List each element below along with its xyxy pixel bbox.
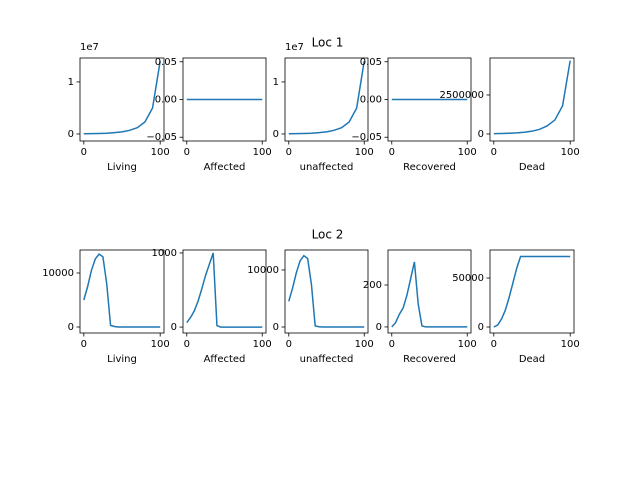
subplot-title: Loc 1 <box>312 36 344 50</box>
x-axis-label: Dead <box>519 162 545 173</box>
x-tick-label: 0 <box>286 147 292 158</box>
y-tick-label: 0 <box>478 322 484 333</box>
y-tick-label: 50000 <box>452 273 484 284</box>
x-tick-label: 0 <box>286 339 292 350</box>
y-tick-label: 0.05 <box>155 57 177 68</box>
y-tick-label: 0.00 <box>360 95 382 106</box>
y-tick-label: 0 <box>273 129 279 140</box>
y-tick-label: 2500000 <box>439 90 484 101</box>
data-line <box>493 60 571 135</box>
x-tick-label: 100 <box>355 339 374 350</box>
x-tick-label: 100 <box>561 147 580 158</box>
y-tick-label: 0 <box>273 322 279 333</box>
data-line <box>288 61 365 135</box>
x-tick-label: 100 <box>253 147 272 158</box>
x-tick-label: 0 <box>491 147 497 158</box>
data-line <box>391 261 468 328</box>
y-tick-label: 200 <box>363 280 382 291</box>
offset-label: 1e7 <box>285 42 304 53</box>
axes-frame <box>182 249 267 334</box>
x-tick-label: 0 <box>491 339 497 350</box>
data-line <box>288 254 365 328</box>
axes-frame <box>489 57 575 142</box>
x-tick-label: 0 <box>81 339 87 350</box>
x-tick-label: 0 <box>184 147 190 158</box>
x-tick-label: 100 <box>151 339 170 350</box>
y-tick-label: −0.05 <box>146 132 177 143</box>
data-line <box>493 255 571 328</box>
x-tick-label: 0 <box>389 339 395 350</box>
x-tick-label: 0 <box>81 147 87 158</box>
x-axis-label: Living <box>107 162 137 173</box>
y-tick-label: 1 <box>273 77 279 88</box>
y-tick-label: 0 <box>68 129 74 140</box>
y-tick-label: 10000 <box>42 268 74 279</box>
y-tick-label: 0 <box>68 322 74 333</box>
axes-frame <box>79 57 165 142</box>
y-tick-label: −0.05 <box>351 132 382 143</box>
y-tick-label: 0.00 <box>155 95 177 106</box>
x-axis-label: Affected <box>204 162 246 173</box>
x-tick-label: 100 <box>355 147 374 158</box>
x-axis-label: Recovered <box>403 354 456 365</box>
axes-frame <box>284 57 369 142</box>
y-tick-label: 1 <box>68 77 74 88</box>
x-axis-label: Recovered <box>403 162 456 173</box>
axes-frame <box>489 249 575 334</box>
x-tick-label: 100 <box>458 339 477 350</box>
x-axis-label: Affected <box>204 354 246 365</box>
x-tick-label: 0 <box>389 147 395 158</box>
y-tick-label: 0 <box>478 129 484 140</box>
y-tick-label: 0.05 <box>360 57 382 68</box>
data-line <box>83 60 161 135</box>
x-tick-label: 100 <box>253 339 272 350</box>
y-tick-label: 10000 <box>247 265 279 276</box>
axes-frame <box>387 249 472 334</box>
subplot-title: Loc 2 <box>312 228 344 242</box>
data-line <box>83 253 161 328</box>
offset-label: 1e7 <box>80 42 99 53</box>
x-tick-label: 100 <box>561 339 580 350</box>
x-axis-label: Living <box>107 354 137 365</box>
data-line <box>186 252 263 328</box>
y-tick-label: 0 <box>171 322 177 333</box>
x-tick-label: 100 <box>458 147 477 158</box>
x-axis-label: unaffected <box>300 354 354 365</box>
x-tick-label: 0 <box>184 339 190 350</box>
x-tick-label: 100 <box>151 147 170 158</box>
y-tick-label: 1000 <box>152 248 177 259</box>
x-axis-label: Dead <box>519 354 545 365</box>
x-axis-label: unaffected <box>300 162 354 173</box>
y-tick-label: 0 <box>376 322 382 333</box>
axes-frame <box>79 249 165 334</box>
axes-frame <box>284 249 369 334</box>
